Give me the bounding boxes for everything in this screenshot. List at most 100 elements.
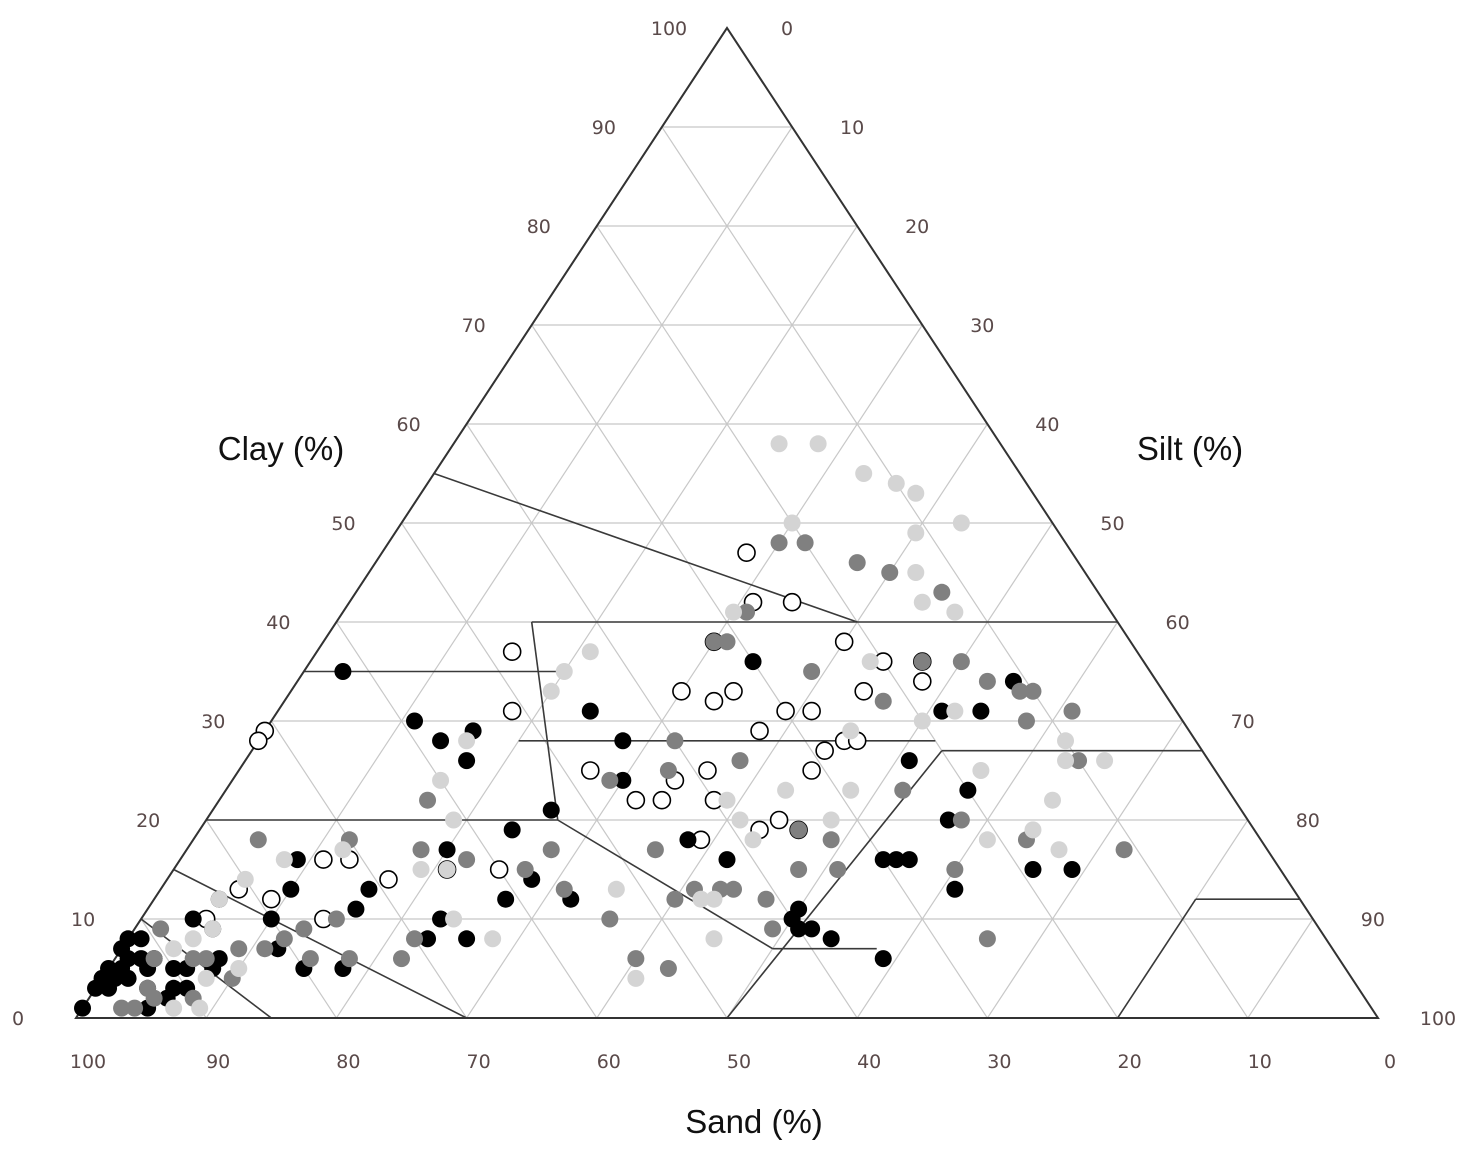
data-point-dark-gray [256, 940, 274, 958]
data-point-dark-gray [627, 950, 645, 968]
data-point-light-gray [484, 930, 502, 948]
sand-tick-label: 20 [1118, 1051, 1142, 1073]
data-point-light-gray [165, 999, 183, 1017]
data-point-light-gray [230, 960, 248, 977]
gridline-silt-30 [466, 324, 923, 1019]
data-point-open [248, 731, 268, 751]
clay-tick-label: 80 [527, 216, 551, 238]
data-point-light-gray [907, 564, 925, 581]
data-point-dark-gray [659, 762, 677, 779]
data-point-black [503, 821, 521, 839]
data-point-light-gray [1096, 752, 1114, 770]
data-point-dark-gray [601, 910, 619, 928]
data-point-dark-gray [666, 890, 684, 908]
data-point-light-gray [718, 791, 736, 809]
silt-tick-label: 30 [970, 315, 994, 337]
data-point-black [972, 702, 990, 720]
data-point-black [790, 900, 808, 918]
sand-tick-label: 10 [1248, 1051, 1272, 1073]
gridline-sand-30 [531, 324, 988, 1019]
gridline-sand-70 [270, 720, 468, 1019]
data-point-dark-gray [646, 841, 664, 859]
data-point-light-gray [777, 781, 795, 799]
data-point-dark-gray [978, 672, 996, 690]
data-point-black [119, 969, 137, 987]
data-point-light-gray [855, 465, 873, 482]
data-point-light-gray [907, 524, 925, 542]
data-points [74, 435, 1133, 1017]
data-point-dark-gray [1115, 841, 1133, 859]
data-point-light-gray [783, 514, 801, 532]
silt-tick-label: 20 [905, 216, 929, 238]
data-point-light-gray [692, 890, 710, 908]
data-point-light-gray [607, 880, 625, 898]
data-point-light-gray [165, 940, 183, 958]
clay-tick-label: 60 [397, 414, 421, 436]
data-point-black [438, 841, 456, 859]
silt-tick-label: 100 [1420, 1008, 1456, 1030]
data-point-open [802, 701, 821, 721]
data-point-light-gray [445, 811, 463, 829]
data-point-light-gray [210, 890, 228, 908]
data-point-light-gray [705, 890, 723, 908]
clay-tick-label: 30 [201, 711, 225, 733]
data-point-dark-gray [406, 930, 424, 948]
data-point-light-gray [1057, 732, 1075, 750]
data-point-light-gray [197, 969, 215, 987]
data-point-dark-gray [952, 653, 970, 671]
clay-tick-label: 40 [266, 612, 290, 634]
sand-tick-label: 90 [206, 1051, 230, 1073]
data-point-dark-gray [516, 861, 534, 878]
sand-tick-label: 30 [987, 1051, 1011, 1073]
triangle-frame [74, 26, 1380, 1019]
clay-axis-label: Clay (%) [218, 430, 345, 467]
data-point-dark-gray [152, 920, 170, 938]
data-point-dark-gray [301, 950, 319, 968]
data-point-light-gray [861, 653, 879, 671]
data-point-dark-gray [197, 950, 215, 968]
data-point-open [912, 672, 932, 691]
data-point-light-gray [913, 712, 931, 730]
sand-tick-label: 70 [467, 1051, 491, 1073]
data-point-black [939, 811, 957, 829]
gridline-silt-70 [986, 720, 1184, 1019]
data-point-black [432, 910, 450, 928]
data-point-dark-gray [738, 603, 756, 621]
clay-tick-label: 0 [12, 1008, 24, 1030]
silt-tick-label: 40 [1035, 414, 1059, 436]
data-point-open [854, 681, 874, 701]
data-point-dark-gray [718, 633, 736, 651]
silt-tick-label: 90 [1361, 909, 1385, 931]
data-point-dark-gray [601, 771, 619, 789]
data-point-black [458, 752, 476, 770]
data-point-dark-gray [790, 861, 808, 878]
data-point-dark-gray [542, 841, 560, 859]
clay-tick-label: 100 [651, 18, 687, 40]
data-point-light-gray [627, 969, 645, 987]
data-point-black [282, 880, 300, 898]
data-point-black [614, 771, 632, 789]
data-point-light-gray [972, 762, 990, 779]
data-point-black [874, 950, 892, 968]
data-point-dark-gray [725, 880, 743, 898]
data-point-open [698, 761, 717, 780]
data-point-dark-gray [731, 752, 749, 770]
data-point-black [74, 999, 92, 1017]
data-point-black [360, 880, 378, 898]
data-point-open [815, 741, 834, 761]
data-point-open [626, 790, 646, 810]
data-point-light-gray [946, 603, 964, 621]
data-point-dark-gray [946, 861, 964, 878]
data-point-light-gray [725, 603, 743, 621]
data-point-dark-gray [139, 979, 157, 997]
data-point-light-gray [236, 870, 254, 888]
data-point-black [933, 702, 951, 720]
data-point-dark-gray [666, 732, 684, 750]
data-point-black [184, 910, 202, 928]
data-point-light-gray [842, 781, 860, 799]
gridline-sand-10 [661, 126, 1249, 1019]
data-point-dark-gray [848, 554, 866, 572]
data-point-light-gray [907, 484, 925, 502]
data-point-black [1063, 861, 1081, 878]
clay-tick-label: 50 [331, 513, 355, 535]
